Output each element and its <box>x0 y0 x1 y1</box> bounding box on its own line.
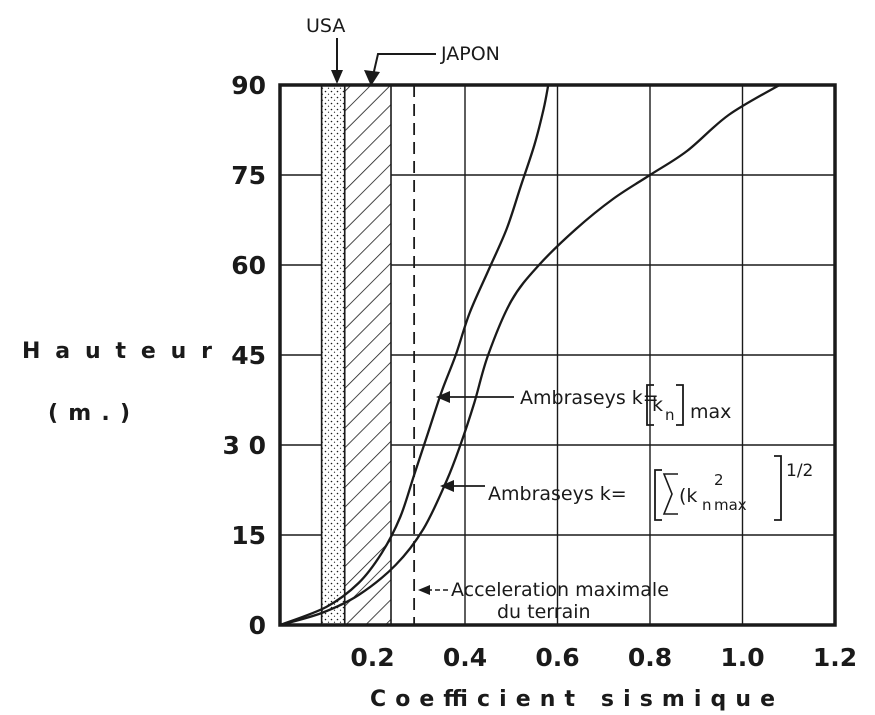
series-2-label-k: (k <box>679 485 697 507</box>
series-2-sum-symbol <box>662 473 678 515</box>
usa-band-label: USA <box>306 15 345 37</box>
series-2-arrowhead <box>440 480 454 492</box>
y-tick-label: 60 <box>231 251 266 280</box>
reference-label-line1: Acceleration maximale <box>451 579 669 601</box>
series-2-bracket-right <box>774 455 782 521</box>
x-tick-label: 0.2 <box>350 643 394 672</box>
y-tick-label: 75 <box>231 161 266 190</box>
series-2-label-max: max <box>714 496 747 514</box>
japon-band <box>343 84 392 626</box>
y-tick-label: 45 <box>231 341 266 370</box>
x-tick-label: 1.0 <box>720 643 764 672</box>
y-axis-label-line2: (m.) <box>48 401 130 426</box>
y-tick-label: 15 <box>231 521 266 550</box>
series-2-bracket-left <box>654 469 662 521</box>
japon-band-label: JAPON <box>440 43 500 65</box>
series-1-label-k: k <box>652 394 663 416</box>
series-2-label: Ambraseys k= <box>488 483 627 505</box>
x-tick-label: 0.6 <box>535 643 579 672</box>
usa-arrowhead <box>331 70 343 84</box>
x-tick-label: 0.8 <box>628 643 672 672</box>
series-2-label-n: n <box>702 496 712 514</box>
series-1-bracket-left <box>646 384 654 426</box>
reference-label-line2: du terrain <box>497 601 591 623</box>
series-1-arrowhead <box>436 391 450 403</box>
code-bands <box>320 84 392 626</box>
x-tick-label: 0.4 <box>443 643 487 672</box>
y-tick-label: 90 <box>231 71 266 100</box>
series-2-label-exp: 1/2 <box>786 461 813 481</box>
series-1-label-n: n <box>665 406 675 424</box>
y-axis-label-line1: Hauteur <box>22 339 212 364</box>
x-tick-label: 1.2 <box>813 643 857 672</box>
series-2-curve <box>279 84 781 627</box>
japon-arrow <box>371 53 436 81</box>
curves <box>279 84 781 627</box>
series-1-label-max: max <box>690 401 731 423</box>
series-2-label-sq: 2 <box>714 471 724 489</box>
reference-arrowhead <box>418 585 430 595</box>
y-tick-label: 0 <box>249 611 266 640</box>
tick-labels: 0 15 3 0 45 60 75 90 0.2 0.4 0.6 0.8 1.0 1.2 <box>223 71 858 672</box>
series-1-label: Ambraseys k= <box>520 387 659 409</box>
japon-arrowhead <box>364 70 380 86</box>
y-tick-label: 3 0 <box>223 431 267 460</box>
series-1-bracket-right <box>676 384 684 426</box>
plot-frame <box>278 83 837 627</box>
series-1-curve <box>279 84 550 627</box>
usa-band <box>320 84 346 626</box>
x-axis-label: Coefficient sismique <box>370 687 775 712</box>
